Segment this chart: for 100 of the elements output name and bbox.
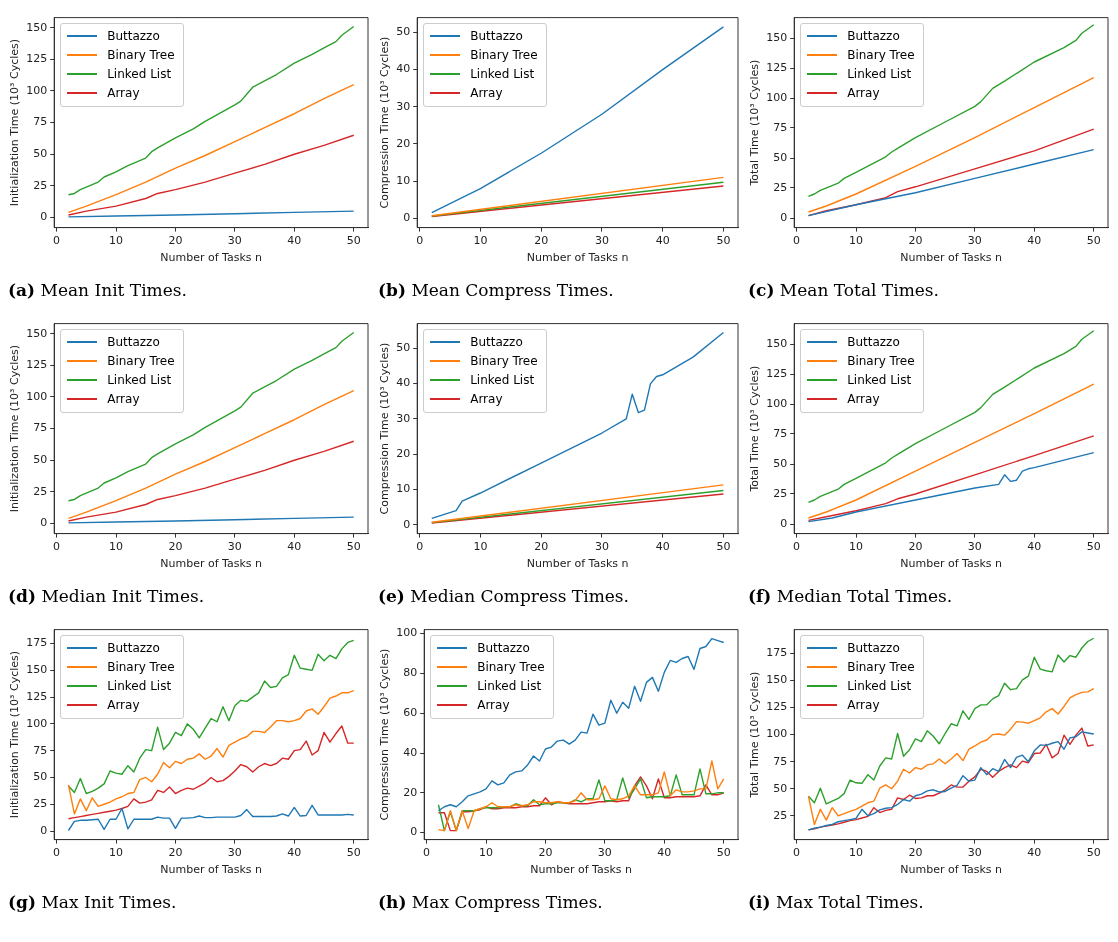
legend-label: Linked List bbox=[847, 65, 912, 83]
legend-label: Array bbox=[847, 390, 880, 408]
y-tick-label: 25 bbox=[33, 484, 48, 498]
legend-label: Array bbox=[107, 84, 140, 102]
x-tick-label: 0 bbox=[53, 846, 61, 860]
x-tick-label: 20 bbox=[908, 540, 923, 554]
x-tick-label: 40 bbox=[1027, 846, 1042, 860]
y-tick-label: 50 bbox=[33, 770, 48, 784]
y-tick-label: 150 bbox=[26, 20, 48, 34]
y-tick-label: 125 bbox=[766, 366, 788, 380]
x-axis-title: Number of Tasks n bbox=[900, 863, 1002, 877]
y-axis-title: Compression Time (10³ Cycles) bbox=[378, 648, 392, 821]
x-tick-label: 30 bbox=[227, 540, 242, 554]
text: (h) Max Compress Times. bbox=[378, 892, 604, 914]
y-axis-title: Total Time (10³ Cycles) bbox=[748, 365, 762, 493]
legend-label: Buttazzo bbox=[107, 27, 160, 45]
legend-label: Binary Tree bbox=[107, 352, 175, 370]
y-tick-label: 175 bbox=[766, 646, 788, 660]
y-tick-label: 25 bbox=[33, 178, 48, 192]
text: (f) Median Total Times. bbox=[748, 586, 954, 608]
y-tick-label: 150 bbox=[766, 30, 788, 44]
x-axis-title: Number of Tasks n bbox=[160, 557, 262, 571]
y-tick-label: 75 bbox=[773, 754, 788, 768]
y-tick-label: 0 bbox=[780, 516, 788, 530]
legend-label: Buttazzo bbox=[470, 333, 523, 351]
y-tick-label: 125 bbox=[766, 700, 788, 714]
legend-label: Linked List bbox=[470, 65, 535, 83]
x-axis-title: Number of Tasks n bbox=[900, 557, 1002, 571]
x-tick-label: 50 bbox=[346, 234, 361, 248]
y-tick-label: 75 bbox=[33, 115, 48, 129]
x-tick-label: 10 bbox=[479, 846, 494, 860]
x-tick-label: 20 bbox=[534, 540, 549, 554]
x-tick-label: 0 bbox=[53, 234, 61, 248]
y-tick-label: 0 bbox=[40, 516, 48, 530]
y-tick-label: 25 bbox=[773, 486, 788, 500]
x-axis-title: Number of Tasks n bbox=[526, 251, 629, 265]
y-tick-label: 125 bbox=[26, 358, 48, 372]
y-tick-label: 20 bbox=[396, 447, 411, 461]
legend-label: Buttazzo bbox=[847, 639, 900, 657]
x-tick-label: 50 bbox=[346, 540, 361, 554]
y-tick-label: 100 bbox=[26, 389, 48, 403]
y-tick-label: 20 bbox=[396, 136, 411, 150]
x-tick-label: 40 bbox=[287, 234, 302, 248]
y-tick-label: 50 bbox=[396, 25, 411, 39]
x-tick-label: 20 bbox=[168, 234, 183, 248]
legend-label: Buttazzo bbox=[847, 27, 900, 45]
legend-label: Buttazzo bbox=[470, 27, 523, 45]
x-tick-label: 30 bbox=[597, 846, 612, 860]
y-tick-label: 100 bbox=[26, 83, 48, 97]
y-tick-label: 0 bbox=[40, 823, 48, 837]
x-tick-label: 0 bbox=[793, 234, 801, 248]
legend-label: Array bbox=[847, 696, 880, 714]
y-tick-label: 60 bbox=[403, 706, 418, 720]
y-tick-label: 50 bbox=[33, 453, 48, 467]
y-tick-label: 0 bbox=[410, 825, 418, 839]
y-tick-label: 125 bbox=[766, 60, 788, 74]
legend-label: Buttazzo bbox=[847, 333, 900, 351]
legend-label: Binary Tree bbox=[107, 46, 175, 64]
x-tick-label: 50 bbox=[1086, 234, 1101, 248]
x-tick-label: 10 bbox=[849, 540, 864, 554]
x-axis-title: Number of Tasks n bbox=[900, 251, 1002, 265]
y-tick-label: 40 bbox=[403, 745, 418, 759]
x-tick-label: 20 bbox=[538, 846, 553, 860]
x-tick-label: 30 bbox=[967, 234, 982, 248]
y-tick-label: 25 bbox=[773, 180, 788, 194]
y-axis-title: Compression Time (10³ Cycles) bbox=[378, 36, 392, 209]
x-tick-label: 0 bbox=[53, 540, 61, 554]
y-tick-label: 100 bbox=[766, 396, 788, 410]
y-tick-label: 75 bbox=[33, 743, 48, 757]
text: (d) Median Init Times. bbox=[8, 586, 206, 608]
y-tick-label: 30 bbox=[396, 99, 411, 113]
x-tick-label: 40 bbox=[655, 540, 670, 554]
y-tick-label: 75 bbox=[773, 426, 788, 440]
x-tick-label: 10 bbox=[849, 846, 864, 860]
y-tick-label: 30 bbox=[396, 411, 411, 425]
text: (e) Median Compress Times. bbox=[378, 586, 630, 608]
x-tick-label: 0 bbox=[793, 846, 801, 860]
x-tick-label: 30 bbox=[594, 234, 609, 248]
legend-label: Array bbox=[470, 390, 503, 408]
legend-label: Linked List bbox=[847, 677, 912, 695]
x-axis-title: Number of Tasks n bbox=[160, 863, 262, 877]
legend-label: Buttazzo bbox=[107, 333, 160, 351]
legend-label: Linked List bbox=[107, 371, 172, 389]
x-tick-label: 20 bbox=[908, 234, 923, 248]
legend-label: Array bbox=[107, 390, 140, 408]
y-tick-label: 75 bbox=[773, 120, 788, 134]
x-tick-label: 40 bbox=[655, 234, 670, 248]
legend-label: Linked List bbox=[107, 677, 172, 695]
x-tick-label: 20 bbox=[908, 846, 923, 860]
x-tick-label: 30 bbox=[227, 234, 242, 248]
y-tick-label: 10 bbox=[396, 482, 411, 496]
y-tick-label: 0 bbox=[403, 211, 411, 225]
legend-label: Array bbox=[847, 84, 880, 102]
y-tick-label: 150 bbox=[26, 326, 48, 340]
y-axis-title: Total Time (10³ Cycles) bbox=[748, 59, 762, 187]
text: (c) Mean Total Times. bbox=[748, 280, 940, 302]
x-tick-label: 50 bbox=[346, 846, 361, 860]
y-tick-label: 125 bbox=[26, 52, 48, 66]
y-tick-label: 25 bbox=[33, 797, 48, 811]
legend-label: Linked List bbox=[470, 371, 535, 389]
